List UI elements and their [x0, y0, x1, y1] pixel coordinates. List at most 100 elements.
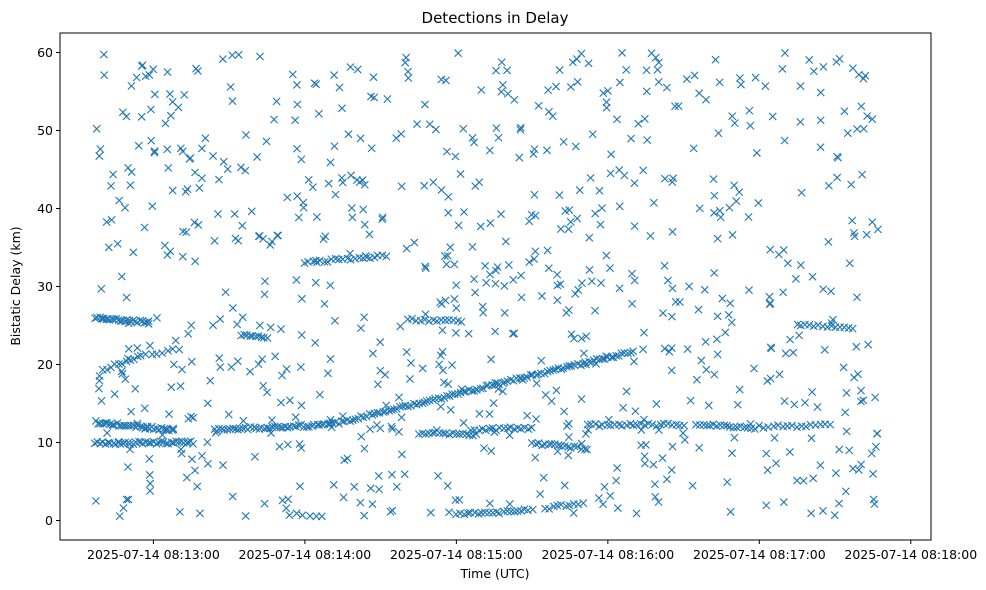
data-point [530, 190, 539, 199]
data-point [585, 265, 594, 274]
data-point [795, 331, 804, 340]
data-point [639, 328, 648, 337]
data-point [304, 175, 313, 184]
data-point [697, 356, 706, 365]
data-point [298, 511, 307, 520]
data-point [366, 484, 375, 493]
data-point [420, 315, 429, 324]
data-point [96, 145, 105, 154]
data-point [134, 437, 143, 446]
data-point [247, 207, 256, 216]
data-point [238, 221, 247, 230]
data-point [470, 275, 479, 284]
data-point [801, 422, 810, 431]
data-point [133, 343, 142, 352]
data-point [275, 442, 284, 451]
data-point [174, 437, 183, 446]
data-point [640, 114, 649, 123]
data-point [835, 54, 844, 63]
data-point [571, 289, 580, 298]
data-point [848, 324, 857, 333]
data-point [103, 365, 112, 374]
data-point [356, 324, 365, 333]
data-point [765, 300, 774, 309]
data-point [555, 66, 564, 75]
data-point [857, 386, 866, 395]
data-point [475, 409, 484, 418]
data-point [219, 157, 228, 166]
data-point [599, 500, 608, 509]
data-point [607, 150, 616, 159]
data-point [564, 442, 573, 451]
data-point [651, 53, 660, 62]
data-point [122, 495, 131, 504]
data-point [260, 499, 269, 508]
data-point [583, 420, 592, 429]
data-point [720, 421, 729, 430]
x-tick-label: 2025-07-14 08:16:00 [541, 547, 674, 562]
data-point [778, 64, 787, 73]
data-point [796, 117, 805, 126]
data-point [161, 119, 170, 128]
data-point [387, 422, 396, 431]
data-point [493, 263, 502, 272]
data-point [612, 476, 621, 485]
data-point [440, 252, 449, 261]
data-point [839, 363, 848, 372]
data-point [522, 373, 531, 382]
data-point [241, 511, 250, 520]
data-point [122, 293, 131, 302]
data-point [444, 208, 453, 217]
data-point [560, 481, 569, 490]
data-point [413, 120, 422, 129]
data-point [831, 469, 840, 478]
data-point [197, 144, 206, 153]
data-point [560, 407, 569, 416]
data-point [603, 421, 612, 430]
data-point [658, 309, 667, 318]
data-point [630, 179, 639, 188]
data-point [816, 143, 825, 152]
data-point [585, 233, 594, 242]
data-point [710, 191, 719, 200]
data-point [766, 245, 775, 254]
data-point [357, 432, 366, 441]
data-point [543, 246, 552, 255]
data-point [441, 76, 450, 85]
data-point [653, 65, 662, 74]
data-point [833, 173, 842, 182]
data-point [397, 182, 406, 191]
data-point [546, 366, 555, 375]
data-point [808, 388, 817, 396]
data-point [725, 203, 734, 212]
data-point [418, 399, 427, 408]
data-point [405, 375, 414, 383]
data-point [184, 329, 193, 338]
data-point [615, 78, 624, 87]
data-point [107, 182, 115, 191]
data-point [297, 294, 306, 303]
data-point [485, 508, 494, 517]
data-point [695, 89, 704, 98]
data-point [320, 257, 329, 266]
data-point [187, 357, 196, 366]
data-point [346, 63, 355, 72]
data-point [713, 312, 722, 321]
data-point [215, 354, 224, 363]
data-point [163, 145, 172, 154]
data-point [668, 178, 677, 187]
data-point [732, 197, 741, 206]
data-point [228, 492, 237, 501]
data-point [163, 251, 172, 260]
data-point [203, 459, 212, 468]
data-point [260, 290, 269, 299]
data-point [835, 445, 844, 454]
data-point [126, 181, 135, 190]
data-point [360, 444, 369, 453]
data-point [438, 366, 447, 375]
data-point [278, 371, 287, 380]
data-point [240, 330, 249, 339]
data-point [850, 373, 859, 382]
data-point [730, 119, 739, 128]
data-point [868, 218, 877, 227]
